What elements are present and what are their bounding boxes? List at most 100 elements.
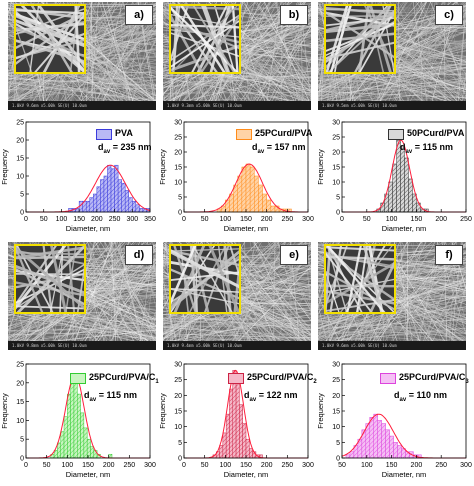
histogram-bar — [237, 175, 243, 213]
fiber — [171, 287, 239, 293]
plot-frame — [25, 121, 151, 213]
fiber — [171, 6, 218, 72]
fiber — [318, 299, 466, 348]
x-tick-label: 50 — [363, 216, 371, 223]
histogram-bar — [365, 423, 371, 459]
histogram-bar — [262, 193, 267, 213]
legend-f: 25PCurd/PVA/C3 — [380, 372, 469, 385]
histogram-bar — [222, 432, 227, 459]
histogram-bar — [349, 451, 355, 459]
sem-inset-e — [169, 244, 241, 314]
fiber — [89, 2, 136, 110]
fiber — [318, 331, 466, 334]
legend-swatch — [236, 128, 252, 140]
y-tick-label: 20 — [174, 393, 182, 400]
fiber — [171, 271, 239, 282]
fiber — [195, 246, 198, 312]
fiber — [367, 6, 385, 72]
histogram-bar — [128, 197, 133, 213]
histogram-bar — [67, 393, 71, 459]
x-tick-label: 350 — [144, 216, 156, 223]
y-tick-label: 25 — [332, 135, 340, 142]
y-tick-label: 15 — [174, 165, 182, 172]
fiber — [258, 242, 311, 320]
fiber — [16, 270, 84, 282]
histogram-bar — [345, 454, 351, 459]
fiber — [243, 2, 254, 110]
fiber — [201, 259, 311, 350]
histogram-bar — [373, 413, 378, 459]
x-axis-label: Diameter, nm — [66, 224, 111, 233]
fiber — [34, 13, 84, 72]
fiber — [419, 271, 466, 350]
histogram-bar — [239, 404, 243, 459]
fiber — [235, 242, 311, 332]
fiber — [267, 242, 311, 311]
y-tick-label: 5 — [178, 440, 182, 447]
fiber — [143, 314, 156, 350]
histogram-bar — [121, 182, 126, 213]
fiber — [354, 6, 392, 72]
fiber — [200, 14, 239, 72]
fiber — [209, 6, 231, 72]
y-tick-label: 10 — [332, 180, 340, 187]
y-axis-label: Frequency — [158, 393, 167, 429]
fiber — [192, 6, 235, 72]
fiber — [201, 6, 229, 72]
fiber — [234, 242, 256, 350]
fiber — [8, 329, 156, 340]
x-tick-label: 250 — [435, 462, 447, 469]
histogram-bar — [388, 181, 393, 213]
fiber — [186, 258, 311, 350]
histogram-bar — [89, 197, 94, 213]
fiber — [375, 2, 427, 110]
panel-label-f: f) — [435, 245, 463, 265]
histogram-bar — [57, 442, 61, 459]
x-tick-label: 250 — [109, 216, 121, 223]
fiber — [108, 242, 156, 335]
histogram-bar — [389, 435, 394, 459]
x-tick-label: 0 — [182, 462, 186, 469]
legend-swatch — [380, 372, 396, 384]
sem-inset-c — [324, 4, 396, 74]
x-tick-label: 300 — [302, 462, 314, 469]
x-tick-label: 250 — [281, 462, 293, 469]
fiber — [8, 2, 12, 33]
x-tick-label: 250 — [281, 216, 293, 223]
fiber — [318, 286, 347, 350]
fiber — [16, 246, 84, 310]
histogram-bar — [242, 423, 247, 459]
legend-swatch — [96, 128, 112, 140]
fiber — [50, 246, 68, 312]
fiber — [229, 265, 311, 350]
histogram-bar — [132, 200, 137, 213]
y-tick-label: 30 — [332, 362, 340, 369]
fiber — [437, 293, 466, 350]
panel-label-d: d) — [125, 245, 153, 265]
fiber — [171, 246, 197, 305]
histogram-bar — [77, 393, 81, 459]
legend-text: 50PCurd/PVA — [407, 128, 465, 138]
fiber — [267, 24, 311, 110]
fiber — [8, 82, 156, 102]
fiber — [62, 258, 156, 350]
y-tick-label: 5 — [336, 440, 340, 447]
legend-text: 25PCurd/PVA/C3 — [399, 372, 469, 385]
x-axis-label: Diameter, nm — [382, 470, 427, 479]
x-tick-label: 300 — [302, 216, 314, 223]
x-tick-label: 0 — [24, 216, 28, 223]
histogram-bar — [404, 157, 409, 213]
fiber — [242, 2, 311, 90]
y-axis-label: Frequency — [158, 149, 167, 185]
panel-label-c: c) — [435, 5, 463, 25]
fiber — [163, 279, 171, 350]
fiber — [8, 322, 156, 343]
y-tick-label: 10 — [16, 418, 24, 425]
fiber — [109, 242, 119, 350]
fiber — [171, 44, 239, 72]
x-tick-label: 100 — [219, 216, 231, 223]
x-tick-label: 50 — [201, 462, 209, 469]
y-tick-label: 25 — [16, 120, 24, 127]
histogram-bar — [235, 382, 240, 459]
fiber — [8, 66, 156, 91]
